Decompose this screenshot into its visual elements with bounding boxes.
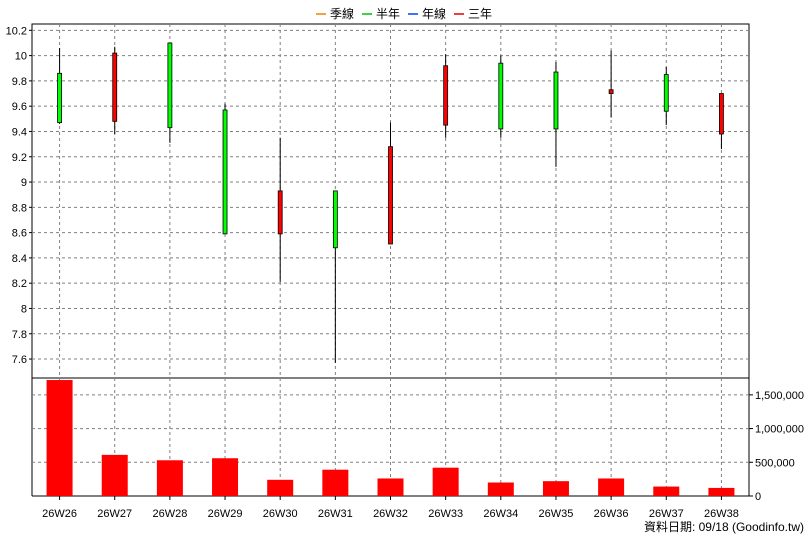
volume-tick-label: 1,000,000 — [755, 424, 804, 436]
volume-bar-26W38 — [708, 487, 735, 496]
price-grid — [31, 23, 750, 496]
price-tick-label: 10.2 — [6, 25, 27, 37]
candlestick-series — [57, 42, 724, 363]
legend-label-3: 三年 — [468, 7, 492, 21]
x-tick-label: 26W28 — [152, 508, 187, 520]
volume-bar-26W26 — [46, 380, 73, 496]
price-tick-label: 7.6 — [12, 354, 27, 366]
chart-legend: 季線 半年 年線 三年 — [316, 6, 492, 21]
x-tick-label: 26W35 — [539, 508, 574, 520]
legend-label-0: 季線 — [330, 6, 354, 21]
x-tick-label: 26W26 — [42, 508, 77, 520]
x-tick-label: 26W33 — [428, 508, 463, 520]
price-tick-label: 9.6 — [12, 101, 27, 113]
candle-body — [553, 71, 559, 130]
volume-bar-26W34 — [487, 482, 514, 496]
candle-26W31 — [332, 190, 338, 363]
candle-26W34 — [498, 55, 504, 138]
price-tick-label: 9.2 — [12, 152, 27, 164]
price-tick-label: 9.4 — [12, 126, 27, 138]
price-tick-label: 7.8 — [12, 329, 27, 341]
volume-grid — [31, 378, 750, 497]
x-tick-label: 26W36 — [594, 508, 629, 520]
x-tick-label: 26W34 — [483, 508, 518, 520]
volume-axis: 0 500,000 1,000,000 1,500,000 — [749, 390, 804, 503]
legend-label-1: 半年 — [376, 7, 400, 21]
price-tick-label: 8.4 — [12, 253, 27, 265]
volume-tick-label: 500,000 — [755, 457, 795, 469]
price-tick-label: 9 — [21, 177, 27, 189]
legend-label-2: 年線 — [422, 6, 446, 21]
candle-body — [608, 89, 614, 94]
candle-26W27 — [112, 46, 118, 134]
x-tick-label: 26W38 — [704, 508, 739, 520]
data-date-footer: 資料日期: 09/18 (Goodinfo.tw) — [644, 520, 804, 534]
candle-26W29 — [222, 103, 228, 235]
candle-26W26 — [57, 48, 62, 124]
candle-body — [498, 62, 504, 130]
volume-bar-26W28 — [156, 460, 183, 496]
x-tick-label: 26W37 — [649, 508, 684, 520]
volume-bar-26W31 — [322, 469, 349, 496]
candle-body — [112, 52, 118, 122]
price-tick-label: 9.8 — [12, 76, 27, 88]
candle-body — [332, 190, 338, 249]
candle-26W28 — [167, 42, 173, 143]
candle-26W33 — [443, 54, 449, 138]
candle-body — [222, 109, 228, 235]
candle-26W38 — [719, 93, 724, 150]
volume-series — [46, 380, 735, 496]
price-tick-label: 8 — [21, 303, 27, 315]
volume-bar-26W27 — [101, 454, 128, 496]
candle-body — [719, 93, 724, 135]
candle-body — [167, 42, 173, 129]
price-tick-label: 8.2 — [12, 278, 27, 290]
x-tick-label: 26W29 — [208, 508, 243, 520]
candle-body — [663, 74, 669, 112]
volume-bar-26W37 — [653, 486, 680, 496]
x-tick-label: 26W32 — [373, 508, 408, 520]
volume-bar-26W29 — [212, 458, 239, 496]
candle-26W32 — [388, 122, 393, 245]
x-tick-label: 26W31 — [318, 508, 353, 520]
candle-26W35 — [553, 61, 559, 167]
candle-body — [443, 65, 449, 126]
candle-26W30 — [277, 137, 283, 282]
volume-bar-26W30 — [267, 479, 294, 496]
x-tick-label: 26W27 — [97, 508, 132, 520]
volume-tick-label: 0 — [755, 491, 761, 503]
candle-26W36 — [608, 50, 614, 118]
price-tick-label: 10 — [15, 51, 27, 63]
price-tick-label: 8.6 — [12, 228, 27, 240]
candle-26W37 — [663, 66, 669, 126]
price-axis: 7.6 7.8 8 8.2 8.4 8.6 8.8 9 9.2 9.4 9.6 9.8 10 10.2 — [6, 25, 32, 366]
x-axis: 26W26 26W27 26W28 26W29 26W30 26W31 26W32 26W33… — [42, 496, 739, 520]
volume-bar-26W35 — [542, 481, 569, 496]
candle-body — [388, 146, 393, 245]
volume-bar-26W32 — [377, 478, 404, 496]
price-tick-label: 8.8 — [12, 202, 27, 214]
volume-bar-26W33 — [432, 467, 459, 496]
x-tick-label: 26W30 — [263, 508, 298, 520]
candle-body — [57, 72, 62, 124]
volume-tick-label: 1,500,000 — [755, 390, 804, 402]
volume-bar-26W36 — [598, 478, 625, 496]
candle-body — [277, 190, 283, 235]
